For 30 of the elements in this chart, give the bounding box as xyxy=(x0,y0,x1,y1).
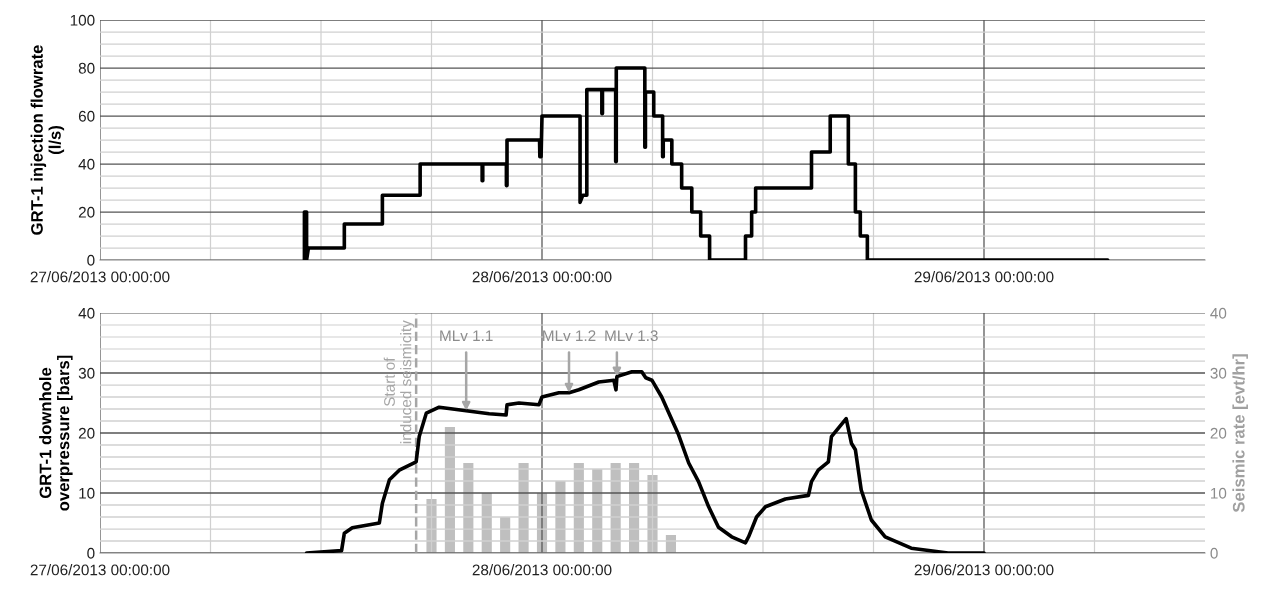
x-tick-label: 28/06/2013 00:00:00 xyxy=(472,271,612,283)
y-axis-title: GRT-1 injection flowrate (l/s) xyxy=(30,45,65,235)
y-tick-label: 10 xyxy=(79,487,95,499)
y-tick-label: 0 xyxy=(87,547,95,559)
y-tick-label: 100 xyxy=(70,14,95,26)
x-tick-label: 28/06/2013 00:00:00 xyxy=(472,564,612,576)
y-tick-label: 20 xyxy=(78,427,95,439)
x-tick-label: 29/06/2013 00:00:00 xyxy=(914,271,1054,283)
x-tick-label: 27/06/2013 00:00:00 xyxy=(30,271,170,283)
annotation: MLv 1.3 xyxy=(605,330,658,342)
annotation: MLv 1.1 xyxy=(440,330,493,341)
annotation: MLv 1.2 xyxy=(543,330,596,341)
y2-tick-label: 30 xyxy=(1210,367,1227,379)
x-tick-label: 29/06/2013 00:00:00 xyxy=(914,564,1054,576)
y2-tick-label: 40 xyxy=(1210,307,1227,319)
y-tick-label: 60 xyxy=(78,110,95,122)
y2-tick-label: 10 xyxy=(1211,487,1227,499)
y2-tick-label: 20 xyxy=(1210,427,1227,439)
y-tick-label: 20 xyxy=(78,206,95,218)
y-tick-label: 40 xyxy=(78,307,95,319)
y2-tick-label: 0 xyxy=(1210,547,1218,559)
ref-line-label: Start of induced seismicity xyxy=(383,320,415,444)
y-axis-title: GRT-1 downhole overpressure [bars] xyxy=(39,355,73,511)
y2-axis-title: Seismic rate [evt/hr] xyxy=(1232,354,1248,513)
y-tick-label: 0 xyxy=(87,254,95,266)
y-tick-label: 40 xyxy=(78,158,95,170)
y-tick-label: 30 xyxy=(78,367,95,379)
y-tick-label: 80 xyxy=(78,62,95,74)
x-tick-label: 27/06/2013 00:00:00 xyxy=(30,564,170,576)
line-series xyxy=(302,66,1110,260)
